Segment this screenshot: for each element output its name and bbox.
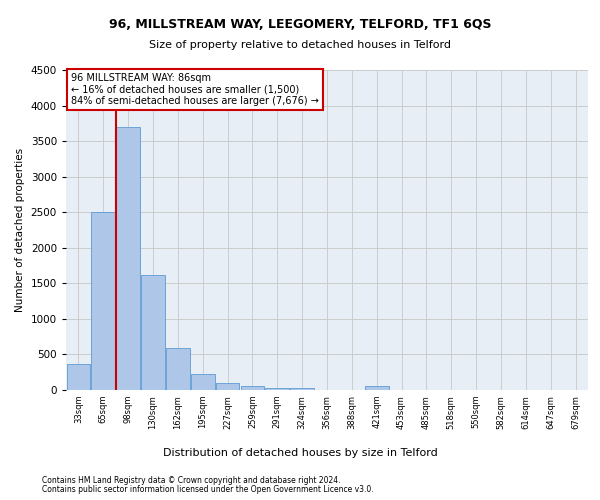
Text: Size of property relative to detached houses in Telford: Size of property relative to detached ho… xyxy=(149,40,451,50)
Bar xyxy=(290,388,314,390)
Bar xyxy=(116,127,140,390)
Text: 96, MILLSTREAM WAY, LEEGOMERY, TELFORD, TF1 6QS: 96, MILLSTREAM WAY, LEEGOMERY, TELFORD, … xyxy=(109,18,491,30)
Text: Distribution of detached houses by size in Telford: Distribution of detached houses by size … xyxy=(163,448,437,458)
Bar xyxy=(265,388,289,390)
Text: 96 MILLSTREAM WAY: 86sqm
← 16% of detached houses are smaller (1,500)
84% of sem: 96 MILLSTREAM WAY: 86sqm ← 16% of detach… xyxy=(71,73,319,106)
Bar xyxy=(166,348,190,390)
Bar xyxy=(67,364,90,390)
Y-axis label: Number of detached properties: Number of detached properties xyxy=(15,148,25,312)
Bar xyxy=(216,382,239,390)
Text: Contains public sector information licensed under the Open Government Licence v3: Contains public sector information licen… xyxy=(42,484,374,494)
Bar xyxy=(365,386,389,390)
Bar xyxy=(91,212,115,390)
Text: Contains HM Land Registry data © Crown copyright and database right 2024.: Contains HM Land Registry data © Crown c… xyxy=(42,476,341,485)
Bar xyxy=(241,386,264,390)
Bar xyxy=(141,275,165,390)
Bar xyxy=(191,374,215,390)
